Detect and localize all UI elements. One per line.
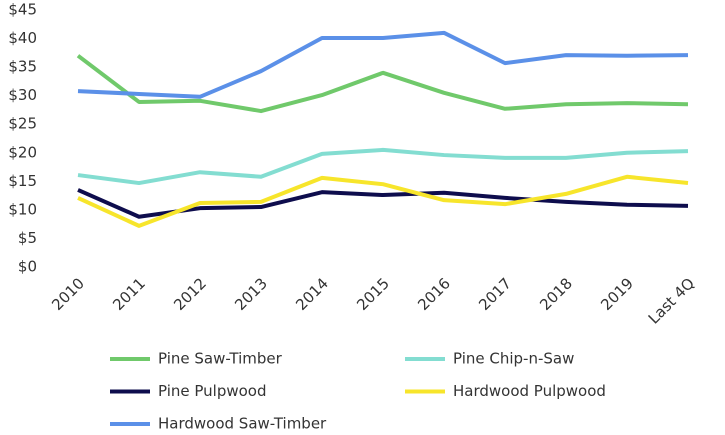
y-tick-label: $10 — [8, 200, 37, 218]
series-line — [77, 30, 689, 99]
x-tick-label: 2015 — [353, 274, 393, 314]
x-tick-label: 2019 — [597, 274, 637, 314]
y-tick-label: $35 — [8, 58, 37, 76]
legend-label: Pine Saw-Timber — [158, 350, 283, 368]
y-tick-label: $40 — [8, 29, 37, 47]
y-tick-label: $30 — [8, 86, 37, 104]
x-tick-label: 2014 — [292, 274, 332, 314]
y-tick-label: $5 — [18, 229, 37, 247]
x-tick-label: 2010 — [48, 274, 88, 314]
x-tick-label: 2012 — [170, 274, 210, 314]
x-tick-label: 2016 — [414, 274, 454, 314]
y-tick-label: $15 — [8, 172, 37, 190]
x-tick-label: 2011 — [109, 274, 149, 314]
series-line — [77, 147, 689, 186]
series-line — [76, 54, 689, 114]
y-tick-label: $25 — [8, 115, 37, 133]
legend-label: Hardwood Pulpwood — [453, 382, 606, 400]
series-line — [77, 174, 689, 228]
x-tick-label: 2018 — [536, 274, 576, 314]
y-tick-label: $0 — [18, 258, 37, 276]
legend-label: Pine Pulpwood — [158, 382, 267, 400]
legend-label: Pine Chip-n-Saw — [453, 350, 574, 368]
x-tick-label: 2017 — [475, 274, 515, 314]
legend-label: Hardwood Saw-Timber — [158, 415, 327, 433]
y-tick-label: $20 — [8, 143, 37, 161]
x-tick-label: 2013 — [231, 274, 271, 314]
y-tick-label: $45 — [8, 1, 37, 19]
x-tick-label: Last 4Q — [645, 274, 698, 327]
